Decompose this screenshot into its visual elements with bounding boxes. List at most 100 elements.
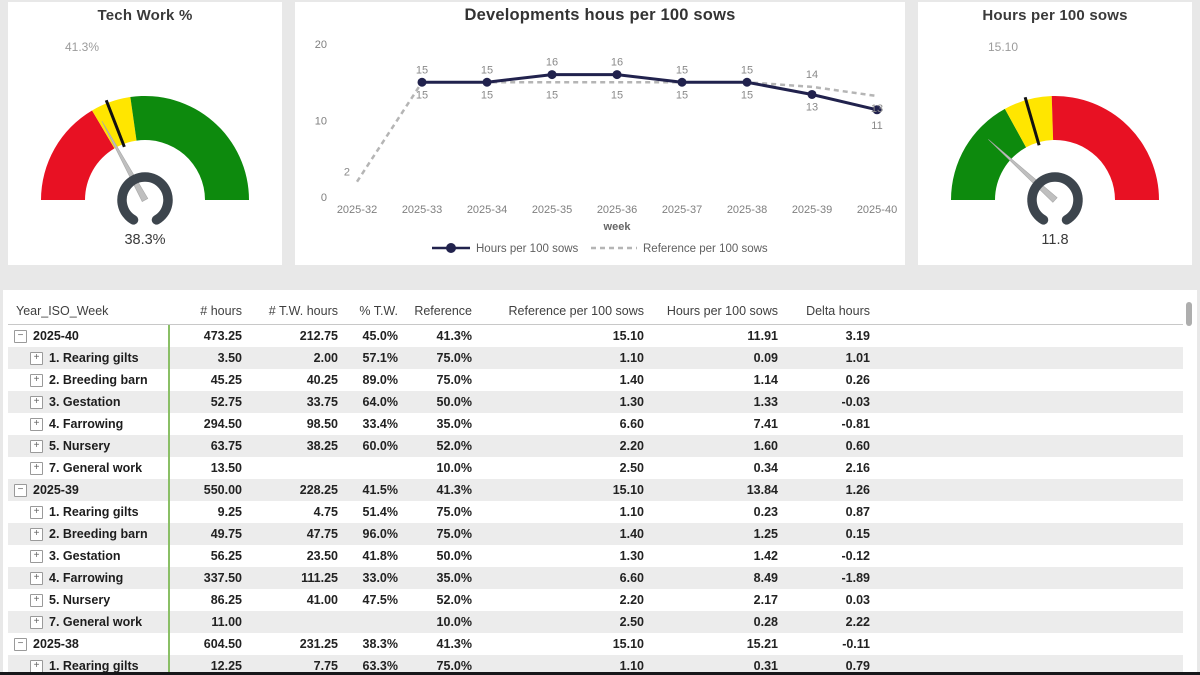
table-row[interactable]: +2. Breeding barn 49.75 47.75 96.0% 75.0% 1.4… — [8, 523, 1183, 545]
data-label: 13 — [871, 103, 883, 115]
table-cell: 473.25 — [203, 329, 242, 343]
table-row[interactable]: +7. General work 11.00 10.0% 2.50 0.28 2.22 — [8, 611, 1183, 633]
row-label: 4. Farrowing — [49, 417, 124, 431]
table-row[interactable]: +7. General work 13.50 10.0% 2.50 0.34 2.16 — [8, 457, 1183, 479]
expand-icon[interactable]: + — [30, 571, 43, 585]
table-cell: 10.0% — [436, 461, 472, 475]
row-label: 7. General work — [49, 461, 143, 475]
data-point-marker[interactable] — [612, 70, 622, 80]
gauge-target-marker — [104, 99, 126, 148]
table-cell: 41.3% — [436, 483, 472, 497]
table-row[interactable]: +3. Gestation 52.75 33.75 64.0% 50.0% 1.30 1.3… — [8, 391, 1183, 413]
column-header[interactable]: # T.W. hours — [268, 304, 338, 318]
legend-label: Hours per 100 sows — [476, 243, 579, 255]
table-cell: 0.28 — [753, 615, 778, 629]
table-cell: 2.50 — [619, 461, 644, 475]
table-cell: 2.20 — [619, 593, 644, 607]
row-label: 5. Nursery — [49, 439, 111, 453]
gauge-hours-per-100-sows-visual[interactable]: Hours per 100 sows 15.10 11.8 — [918, 2, 1192, 265]
data-label: 15 — [416, 64, 428, 76]
table-row[interactable]: +2. Breeding barn 45.25 40.25 89.0% 75.0% 1.4… — [8, 369, 1183, 391]
table-cell: 52.75 — [210, 395, 242, 409]
table-row[interactable]: +4. Farrowing 337.50 111.25 33.0% 35.0% 6.60 8… — [8, 567, 1183, 589]
table-row[interactable]: −2025-40 473.25 212.75 45.0% 41.3% 15.10 11.91… — [8, 325, 1183, 347]
data-point-marker[interactable] — [872, 105, 882, 115]
data-point-marker[interactable] — [547, 70, 557, 80]
expand-icon[interactable]: + — [30, 505, 43, 519]
table-cell: 49.75 — [210, 527, 242, 541]
table-cell: 33.4% — [362, 417, 398, 431]
collapse-icon[interactable]: − — [14, 637, 27, 651]
expand-icon[interactable]: + — [30, 527, 43, 541]
table-cell: 33.0% — [362, 571, 398, 585]
table-cell: 0.23 — [753, 505, 778, 519]
table-row[interactable]: +1. Rearing gilts 3.50 2.00 57.1% 75.0% 1.10 0… — [8, 347, 1183, 369]
column-header[interactable]: Delta hours — [806, 304, 870, 318]
table-row[interactable]: +4. Farrowing 294.50 98.50 33.4% 35.0% 6.60 7.… — [8, 413, 1183, 435]
data-label: 14 — [806, 69, 818, 81]
table-row[interactable]: +5. Nursery 86.25 41.00 47.5% 52.0% 2.20 2.17 0… — [8, 589, 1183, 611]
table-row[interactable]: +1. Rearing gilts 9.25 4.75 51.4% 75.0% 1.10 0… — [8, 501, 1183, 523]
row-label: 2. Breeding barn — [49, 527, 148, 541]
table-cell: 1.01 — [845, 351, 870, 365]
x-tick-label: 2025-34 — [467, 204, 507, 216]
column-header[interactable]: Reference — [414, 304, 472, 318]
collapse-icon[interactable]: − — [14, 483, 27, 497]
table-cell: 96.0% — [362, 527, 398, 541]
table-cell: 0.79 — [845, 659, 870, 672]
column-header[interactable]: Hours per 100 sows — [666, 304, 778, 318]
expand-icon[interactable]: + — [30, 351, 43, 365]
table-cell: 111.25 — [301, 571, 338, 585]
legend-label: Reference per 100 sows — [643, 243, 768, 255]
table-cell: 75.0% — [436, 659, 472, 672]
table-cell: 1.10 — [619, 351, 644, 365]
expand-icon[interactable]: + — [30, 461, 43, 475]
table-cell: 3.50 — [217, 351, 242, 365]
gauge-band — [130, 96, 249, 200]
scrollbar-thumb[interactable] — [1186, 302, 1192, 326]
table-row[interactable]: −2025-39 550.00 228.25 41.5% 41.3% 15.10 13.84… — [8, 479, 1183, 501]
expand-icon[interactable]: + — [30, 395, 43, 409]
expand-icon[interactable]: + — [30, 659, 43, 672]
expand-icon[interactable]: + — [30, 593, 43, 607]
column-header[interactable]: Reference per 100 sows — [508, 304, 645, 318]
data-point-marker[interactable] — [677, 77, 687, 87]
collapse-icon[interactable]: − — [14, 329, 27, 343]
line-chart-visual[interactable]: Developments hous per 100 sows 0 10 20 2025… — [295, 2, 905, 265]
data-point-marker[interactable] — [417, 77, 427, 87]
data-point-marker[interactable] — [742, 77, 752, 87]
table-cell: 3.19 — [845, 329, 870, 343]
gauge-band — [41, 110, 115, 200]
expand-icon[interactable]: + — [30, 549, 43, 563]
table-cell: 13.84 — [746, 483, 778, 497]
table-cell: 2.17 — [753, 593, 778, 607]
expand-icon[interactable]: + — [30, 439, 43, 453]
table-row[interactable]: −2025-38 604.50 231.25 38.3% 41.3% 15.10 15.21… — [8, 633, 1183, 655]
table-row[interactable]: +3. Gestation 56.25 23.50 41.8% 50.0% 1.30 1.4… — [8, 545, 1183, 567]
expand-icon[interactable]: + — [30, 373, 43, 387]
table-cell: 60.0% — [362, 439, 398, 453]
expand-icon[interactable]: + — [30, 417, 43, 431]
legend[interactable]: Hours per 100 sows Reference per 100 sows — [432, 243, 768, 255]
row-label: 3. Gestation — [49, 549, 121, 563]
table-cell: 47.75 — [306, 527, 338, 541]
column-header[interactable]: % T.W. — [359, 304, 398, 318]
gauge-band — [1051, 96, 1159, 200]
data-point-marker[interactable] — [807, 89, 817, 99]
y-tick-label: 10 — [315, 116, 327, 128]
line-chart-plot: 0 10 20 2025-32 2025-33 2025-34 2025-35 2025-36… — [315, 39, 897, 255]
table-cell: 89.0% — [362, 373, 398, 387]
gauge-title: Hours per 100 sows — [982, 7, 1128, 24]
table-cell: 12.25 — [210, 659, 242, 672]
gauge-tech-work-visual[interactable]: Tech Work % 41.3% 38.3% — [8, 2, 282, 265]
table-cell: 45.0% — [362, 329, 398, 343]
table-cell: 0.26 — [845, 373, 870, 387]
table-cell: 38.3% — [362, 637, 398, 651]
table-cell: 212.75 — [299, 329, 338, 343]
table-row[interactable]: +1. Rearing gilts 12.25 7.75 63.3% 75.0% 1.10… — [8, 655, 1183, 672]
column-header[interactable]: # hours — [200, 304, 242, 318]
table-row[interactable]: +5. Nursery 63.75 38.25 60.0% 52.0% 2.20 1.60 0… — [8, 435, 1183, 457]
expand-icon[interactable]: + — [30, 615, 43, 629]
column-header[interactable]: Year_ISO_Week — [16, 304, 109, 318]
data-point-marker[interactable] — [482, 77, 492, 87]
